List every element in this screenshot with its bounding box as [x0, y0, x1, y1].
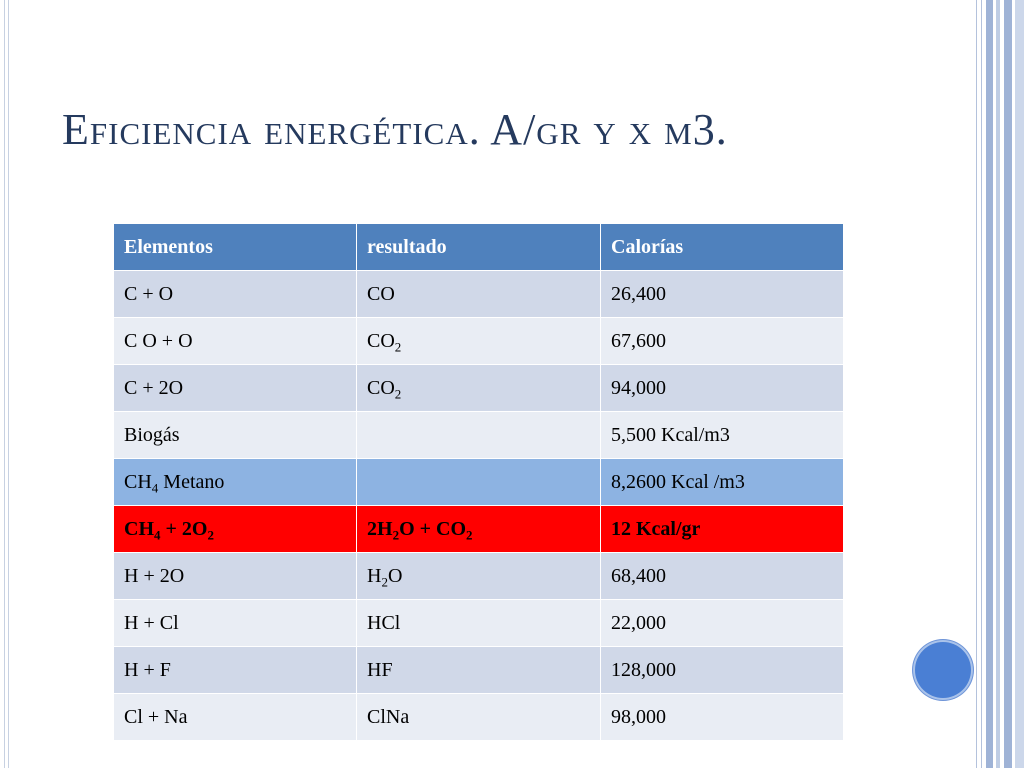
left-frame-border — [4, 0, 9, 768]
subscript: 2 — [394, 386, 402, 402]
cell-text: H — [367, 564, 382, 587]
cell-calorias: 67,600 — [600, 317, 844, 365]
cell-resultado — [356, 411, 601, 459]
table-row: CH4 + 2O2 2H2O + CO2 12 Kcal/gr — [113, 505, 844, 553]
table-row: H + 2O H2O 68,400 — [113, 552, 844, 600]
table-row: C O + O CO2 67,600 — [113, 317, 844, 365]
cell-elementos: C O + O — [113, 317, 357, 365]
subscript: 2 — [207, 527, 214, 543]
subscript: 4 — [154, 527, 161, 543]
cell-text: ClNa — [367, 705, 410, 728]
cell-resultado: CO — [356, 270, 601, 318]
cell-resultado — [356, 458, 601, 506]
right-frame-stripe — [986, 0, 993, 768]
cell-text: H + Cl — [124, 611, 179, 634]
cell-text: + 2O — [160, 517, 208, 540]
subscript: 2 — [392, 527, 400, 543]
cell-text: HCl — [367, 611, 401, 634]
cell-calorias: 68,400 — [600, 552, 844, 600]
subscript: 2 — [381, 574, 388, 590]
cell-elementos: CH4 Metano — [113, 458, 357, 506]
table-row: H + Cl HCl 22,000 — [113, 599, 844, 647]
right-frame-stripe — [1004, 0, 1012, 768]
cell-elementos: Cl + Na — [113, 693, 357, 741]
cell-calorias: 98,000 — [600, 693, 844, 741]
subscript: 2 — [394, 339, 402, 355]
cell-text: Biogás — [124, 423, 180, 446]
cell-calorias: 5,500 Kcal/m3 — [600, 411, 844, 459]
cell-resultado: HCl — [356, 599, 601, 647]
cell-resultado: HF — [356, 646, 601, 694]
cell-text: 2H — [367, 517, 393, 540]
cell-elementos: CH4 + 2O2 — [113, 505, 357, 553]
cell-text: C + O — [124, 282, 174, 305]
cell-resultado: H2O — [356, 552, 601, 600]
slide-title: Eficiencia energética. A/gr y x m3. — [62, 105, 728, 154]
cell-elementos: H + Cl — [113, 599, 357, 647]
table-row: C + O CO 26,400 — [113, 270, 844, 318]
cell-text: HF — [367, 658, 393, 681]
table-row: CH4 Metano 8,2600 Kcal /m3 — [113, 458, 844, 506]
cell-text: Cl + Na — [124, 705, 188, 728]
cell-text: H + F — [124, 658, 171, 681]
table-header-row: Elementos resultado Calorías — [113, 223, 844, 271]
header-resultado: resultado — [356, 223, 601, 271]
cell-text: CH — [124, 517, 154, 540]
cell-text: C + 2O — [124, 376, 184, 399]
table-row: Cl + Na ClNa 98,000 — [113, 693, 844, 741]
cell-text: H + 2O — [124, 564, 185, 587]
cell-text: CO — [367, 329, 395, 352]
cell-text: CO — [367, 376, 395, 399]
right-frame-stripe — [996, 0, 1000, 768]
cell-elementos: H + F — [113, 646, 357, 694]
cell-elementos: C + O — [113, 270, 357, 318]
table-row: H + F HF 128,000 — [113, 646, 844, 694]
decorative-circle — [913, 640, 973, 700]
cell-calorias: 94,000 — [600, 364, 844, 412]
cell-calorias: 128,000 — [600, 646, 844, 694]
right-frame-stripe — [1015, 0, 1024, 768]
cell-resultado: CO2 — [356, 364, 601, 412]
cell-elementos: H + 2O — [113, 552, 357, 600]
cell-text: CO — [367, 282, 395, 305]
energy-table: Elementos resultado Calorías C + O CO 26,4… — [113, 223, 844, 741]
cell-resultado: ClNa — [356, 693, 601, 741]
right-frame-stripe — [976, 0, 982, 768]
cell-calorias: 8,2600 Kcal /m3 — [600, 458, 844, 506]
cell-elementos: C + 2O — [113, 364, 357, 412]
cell-text: Metano — [158, 470, 225, 493]
cell-text: C O + O — [124, 329, 193, 352]
cell-calorias: 22,000 — [600, 599, 844, 647]
header-calorias: Calorías — [600, 223, 844, 271]
cell-text: O + CO — [399, 517, 467, 540]
cell-text: CH — [124, 470, 152, 493]
cell-text: O — [387, 564, 403, 587]
header-elementos: Elementos — [113, 223, 357, 271]
table-row: Biogás 5,500 Kcal/m3 — [113, 411, 844, 459]
cell-calorias: 26,400 — [600, 270, 844, 318]
cell-calorias: 12 Kcal/gr — [600, 505, 844, 553]
cell-resultado: CO2 — [356, 317, 601, 365]
cell-elementos: Biogás — [113, 411, 357, 459]
subscript: 2 — [466, 527, 473, 543]
table-row: C + 2O CO2 94,000 — [113, 364, 844, 412]
cell-resultado: 2H2O + CO2 — [356, 505, 601, 553]
subscript: 4 — [151, 480, 159, 496]
